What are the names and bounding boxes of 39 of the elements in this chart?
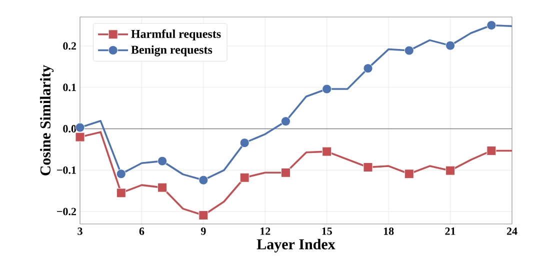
x-axis-title: Layer Index: [256, 238, 336, 252]
x-tick-label: 24: [506, 228, 518, 235]
point: [280, 168, 290, 178]
x-tick-label: 3: [78, 228, 82, 235]
point: [240, 172, 250, 182]
x-tick-label: 18: [384, 228, 394, 235]
y-tick-label: −0.1: [57, 166, 76, 174]
x-tick-label: 21: [445, 228, 456, 235]
y-axis-title: Cosine Similarity: [40, 65, 54, 176]
y-tick-label: 0.2: [63, 42, 76, 50]
x-tick-label: 15: [322, 228, 332, 235]
point: [198, 210, 208, 220]
point: [486, 146, 496, 156]
point: [322, 146, 332, 156]
point: [446, 40, 456, 50]
point: [75, 132, 85, 142]
point: [158, 182, 168, 192]
point: [446, 166, 456, 176]
y-tick-label: 0.0: [63, 125, 76, 133]
x-tick-label: 12: [260, 228, 270, 235]
x-tick-label: 6: [139, 228, 144, 235]
point: [116, 188, 126, 198]
point: [363, 162, 373, 172]
point: [404, 169, 414, 179]
point: [158, 156, 168, 166]
legend-label: Benign requests: [131, 45, 212, 56]
x-tick-label: 9: [200, 228, 206, 235]
point: [280, 116, 290, 126]
point: [486, 20, 496, 30]
y-tick-label: 0.1: [63, 84, 76, 92]
point: [75, 122, 85, 132]
point: [198, 175, 208, 185]
point: [363, 64, 373, 74]
point: [322, 84, 332, 94]
legend-label: Harmful requests: [131, 29, 221, 40]
point: [404, 46, 414, 56]
y-tick-label: −0.2: [57, 208, 76, 216]
point: [116, 169, 126, 179]
point: [240, 138, 250, 148]
